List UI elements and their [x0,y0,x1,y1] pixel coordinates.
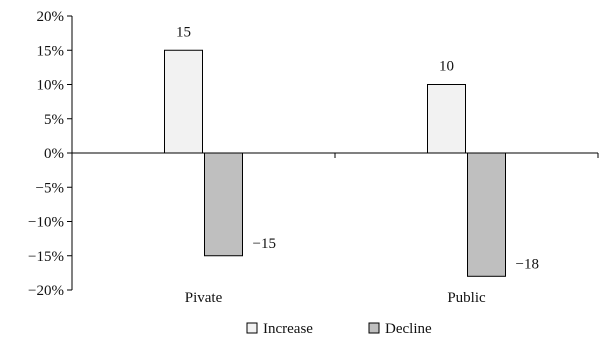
data-label: −15 [253,236,276,252]
category-labels: Pivate Public [185,290,486,306]
y-tick-label: 15% [37,43,65,59]
legend-label-increase: Increase [263,321,313,337]
bar-increase-public [427,84,466,154]
category-label: Public [447,290,486,306]
y-tick-label: 10% [37,78,65,94]
bar-decline-public [467,152,506,277]
bar-decline-pivate [204,152,243,257]
y-tick-label: −10% [28,215,64,231]
legend-label-decline: Decline [385,321,432,337]
y-tick-label: 20% [37,9,65,25]
data-label: 15 [176,24,191,40]
bars [164,49,506,277]
x-axis [72,152,599,158]
category-label: Pivate [185,290,223,306]
data-label: 10 [439,59,454,75]
legend: Increase Decline [246,321,432,337]
bar-increase-pivate [164,49,203,154]
data-label: −18 [516,256,539,272]
y-tick-label: 0% [44,146,64,162]
y-tick-label: 5% [44,112,64,128]
y-tick-label: −5% [36,180,64,196]
legend-swatch-decline [368,322,380,334]
y-axis: 20% 15% 10% 5% 0% −5% −10% −15% −20% [28,9,73,299]
y-tick-label: −20% [28,283,64,299]
legend-swatch-increase [246,322,258,334]
y-tick-label: −15% [28,249,64,265]
data-labels: 15 −15 10 −18 [176,24,539,272]
